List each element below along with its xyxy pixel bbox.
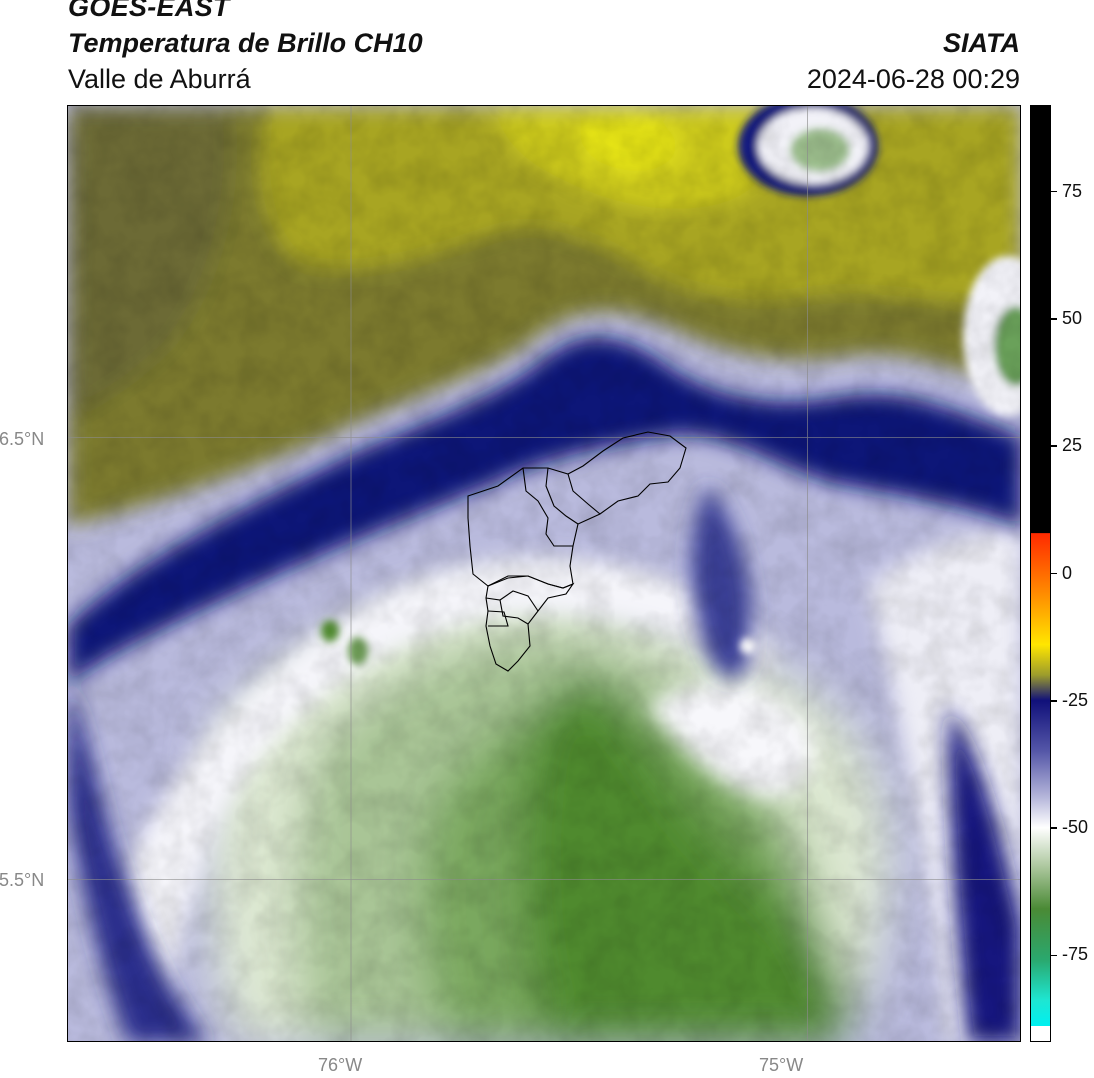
colorbar-tick-label: 50: [1062, 307, 1083, 328]
boundary-south-inner-2: [499, 599, 529, 625]
lat-label-south: 5.5°N: [0, 870, 45, 890]
colorbar-tick-label: -75: [1062, 944, 1089, 965]
timestamp-label: 2024-06-28 00:29: [806, 64, 1020, 94]
boundary-north-inner-3: [522, 467, 573, 547]
colorbar-tick-label: 0: [1062, 562, 1073, 583]
colorbar-tick: [1051, 445, 1057, 447]
colorbar-tick: [1051, 827, 1057, 829]
colorbar-tick: [1051, 190, 1057, 193]
colorbar-tick-label: 25: [1062, 435, 1083, 456]
colorbar: [1030, 105, 1051, 1042]
municipality-boundaries: [467, 431, 687, 672]
organization-label: SIATA: [943, 28, 1020, 58]
colorbar-tick-label: -25: [1062, 689, 1089, 710]
colorbar-tick: [1051, 700, 1057, 702]
map-canvas: [68, 106, 1020, 1041]
texture-overlay: [68, 106, 1020, 1041]
lon-label-east: 75°W: [759, 1055, 804, 1075]
gridlines: [68, 106, 1020, 1041]
boundary-north-inner-2: [567, 473, 601, 515]
lat-label-north: 6.5°N: [0, 429, 45, 449]
colorbar-tick-label: 75: [1062, 180, 1083, 201]
colorbar-tick: [1051, 954, 1057, 957]
colorbar-tick: [1051, 572, 1057, 575]
boundary-south-inner-1: [485, 590, 539, 612]
satellite-title: GOES-EAST: [68, 0, 230, 22]
lon-label-west: 76°W: [318, 1055, 363, 1075]
boundary-north-inner-1: [545, 467, 579, 525]
boundary-north: [467, 431, 687, 589]
brightness-temperature-map[interactable]: [67, 105, 1021, 1042]
colorbar-tick: [1051, 318, 1057, 320]
colorbar-tick-label: -50: [1062, 817, 1089, 838]
colorbar-gradient: [1031, 106, 1050, 1041]
region-subtitle: Valle de Aburrá: [68, 64, 251, 94]
boundary-south-inner-3: [487, 610, 509, 627]
product-title: Temperatura de Brillo CH10: [68, 28, 423, 58]
